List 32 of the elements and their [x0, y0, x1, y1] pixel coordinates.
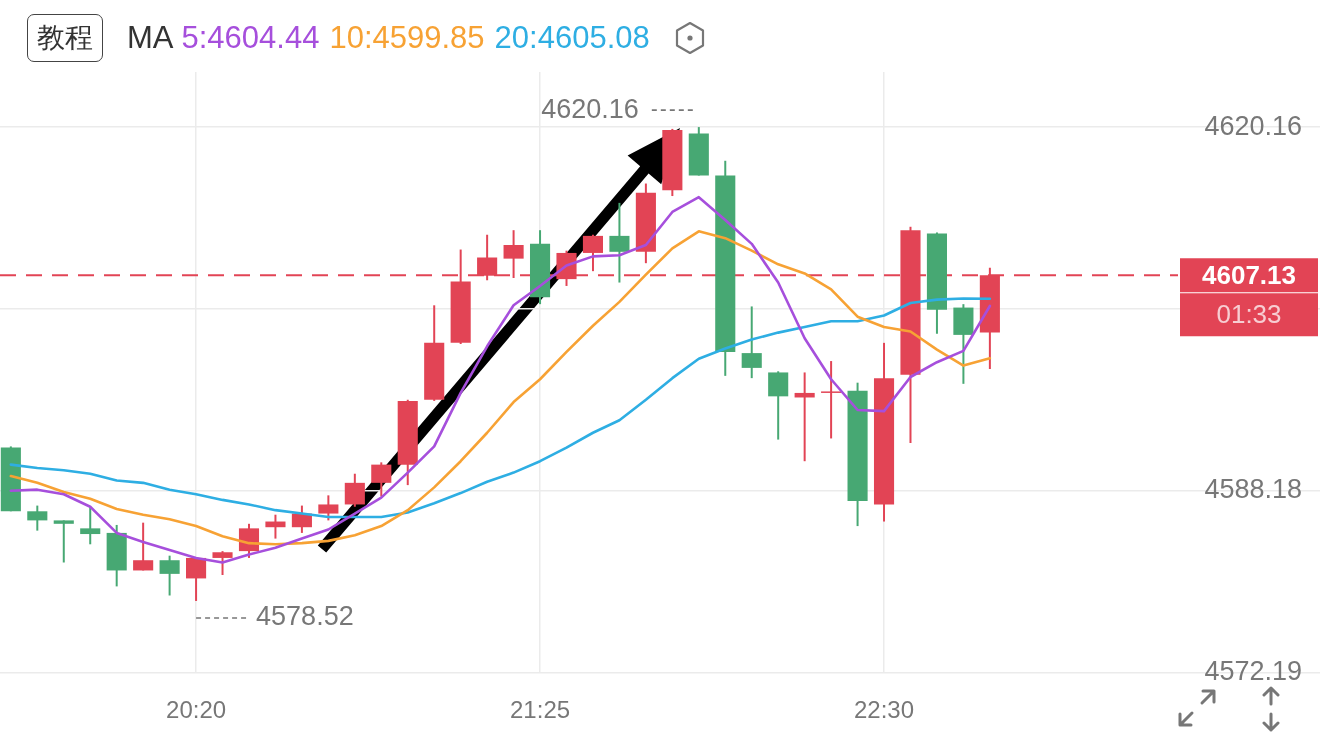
- candlestick: [609, 201, 630, 284]
- candlestick: [27, 504, 48, 532]
- candlestick: [344, 472, 365, 508]
- candlestick: [212, 550, 233, 577]
- x-tick-label: 21:25: [510, 696, 571, 724]
- candlestick: [159, 554, 180, 597]
- candlestick: [265, 513, 286, 540]
- candlestick: [741, 305, 762, 380]
- candlestick: [768, 370, 789, 441]
- annotation: 4578.52: [256, 601, 354, 632]
- candlestick: [318, 494, 339, 522]
- button: 教程: [27, 13, 103, 62]
- text: 01:33: [1216, 299, 1282, 330]
- candlestick: [133, 521, 154, 572]
- y-tick-label: 4588.18: [1204, 474, 1302, 505]
- x-tick-label: 22:30: [854, 696, 915, 724]
- x-tick-label: 20:20: [166, 696, 227, 724]
- candlestick: [821, 360, 842, 440]
- y-tick-label: 4620.16: [1204, 110, 1302, 141]
- candlestick: [371, 461, 392, 498]
- text: 4607.13: [1202, 259, 1296, 290]
- candlestick: [186, 556, 207, 602]
- text: 20:4605.08: [494, 19, 650, 56]
- candlestick: [503, 229, 524, 279]
- legend-title: MA: [127, 19, 174, 56]
- text: 10:4599.85: [329, 19, 485, 56]
- candlestick: [80, 505, 101, 546]
- y-tick-label: 4572.19: [1204, 656, 1302, 687]
- candlestick: [582, 233, 604, 273]
- candlestick: [53, 519, 74, 564]
- annotation: 4620.16: [541, 93, 639, 124]
- text: 5:4604.44: [181, 19, 320, 56]
